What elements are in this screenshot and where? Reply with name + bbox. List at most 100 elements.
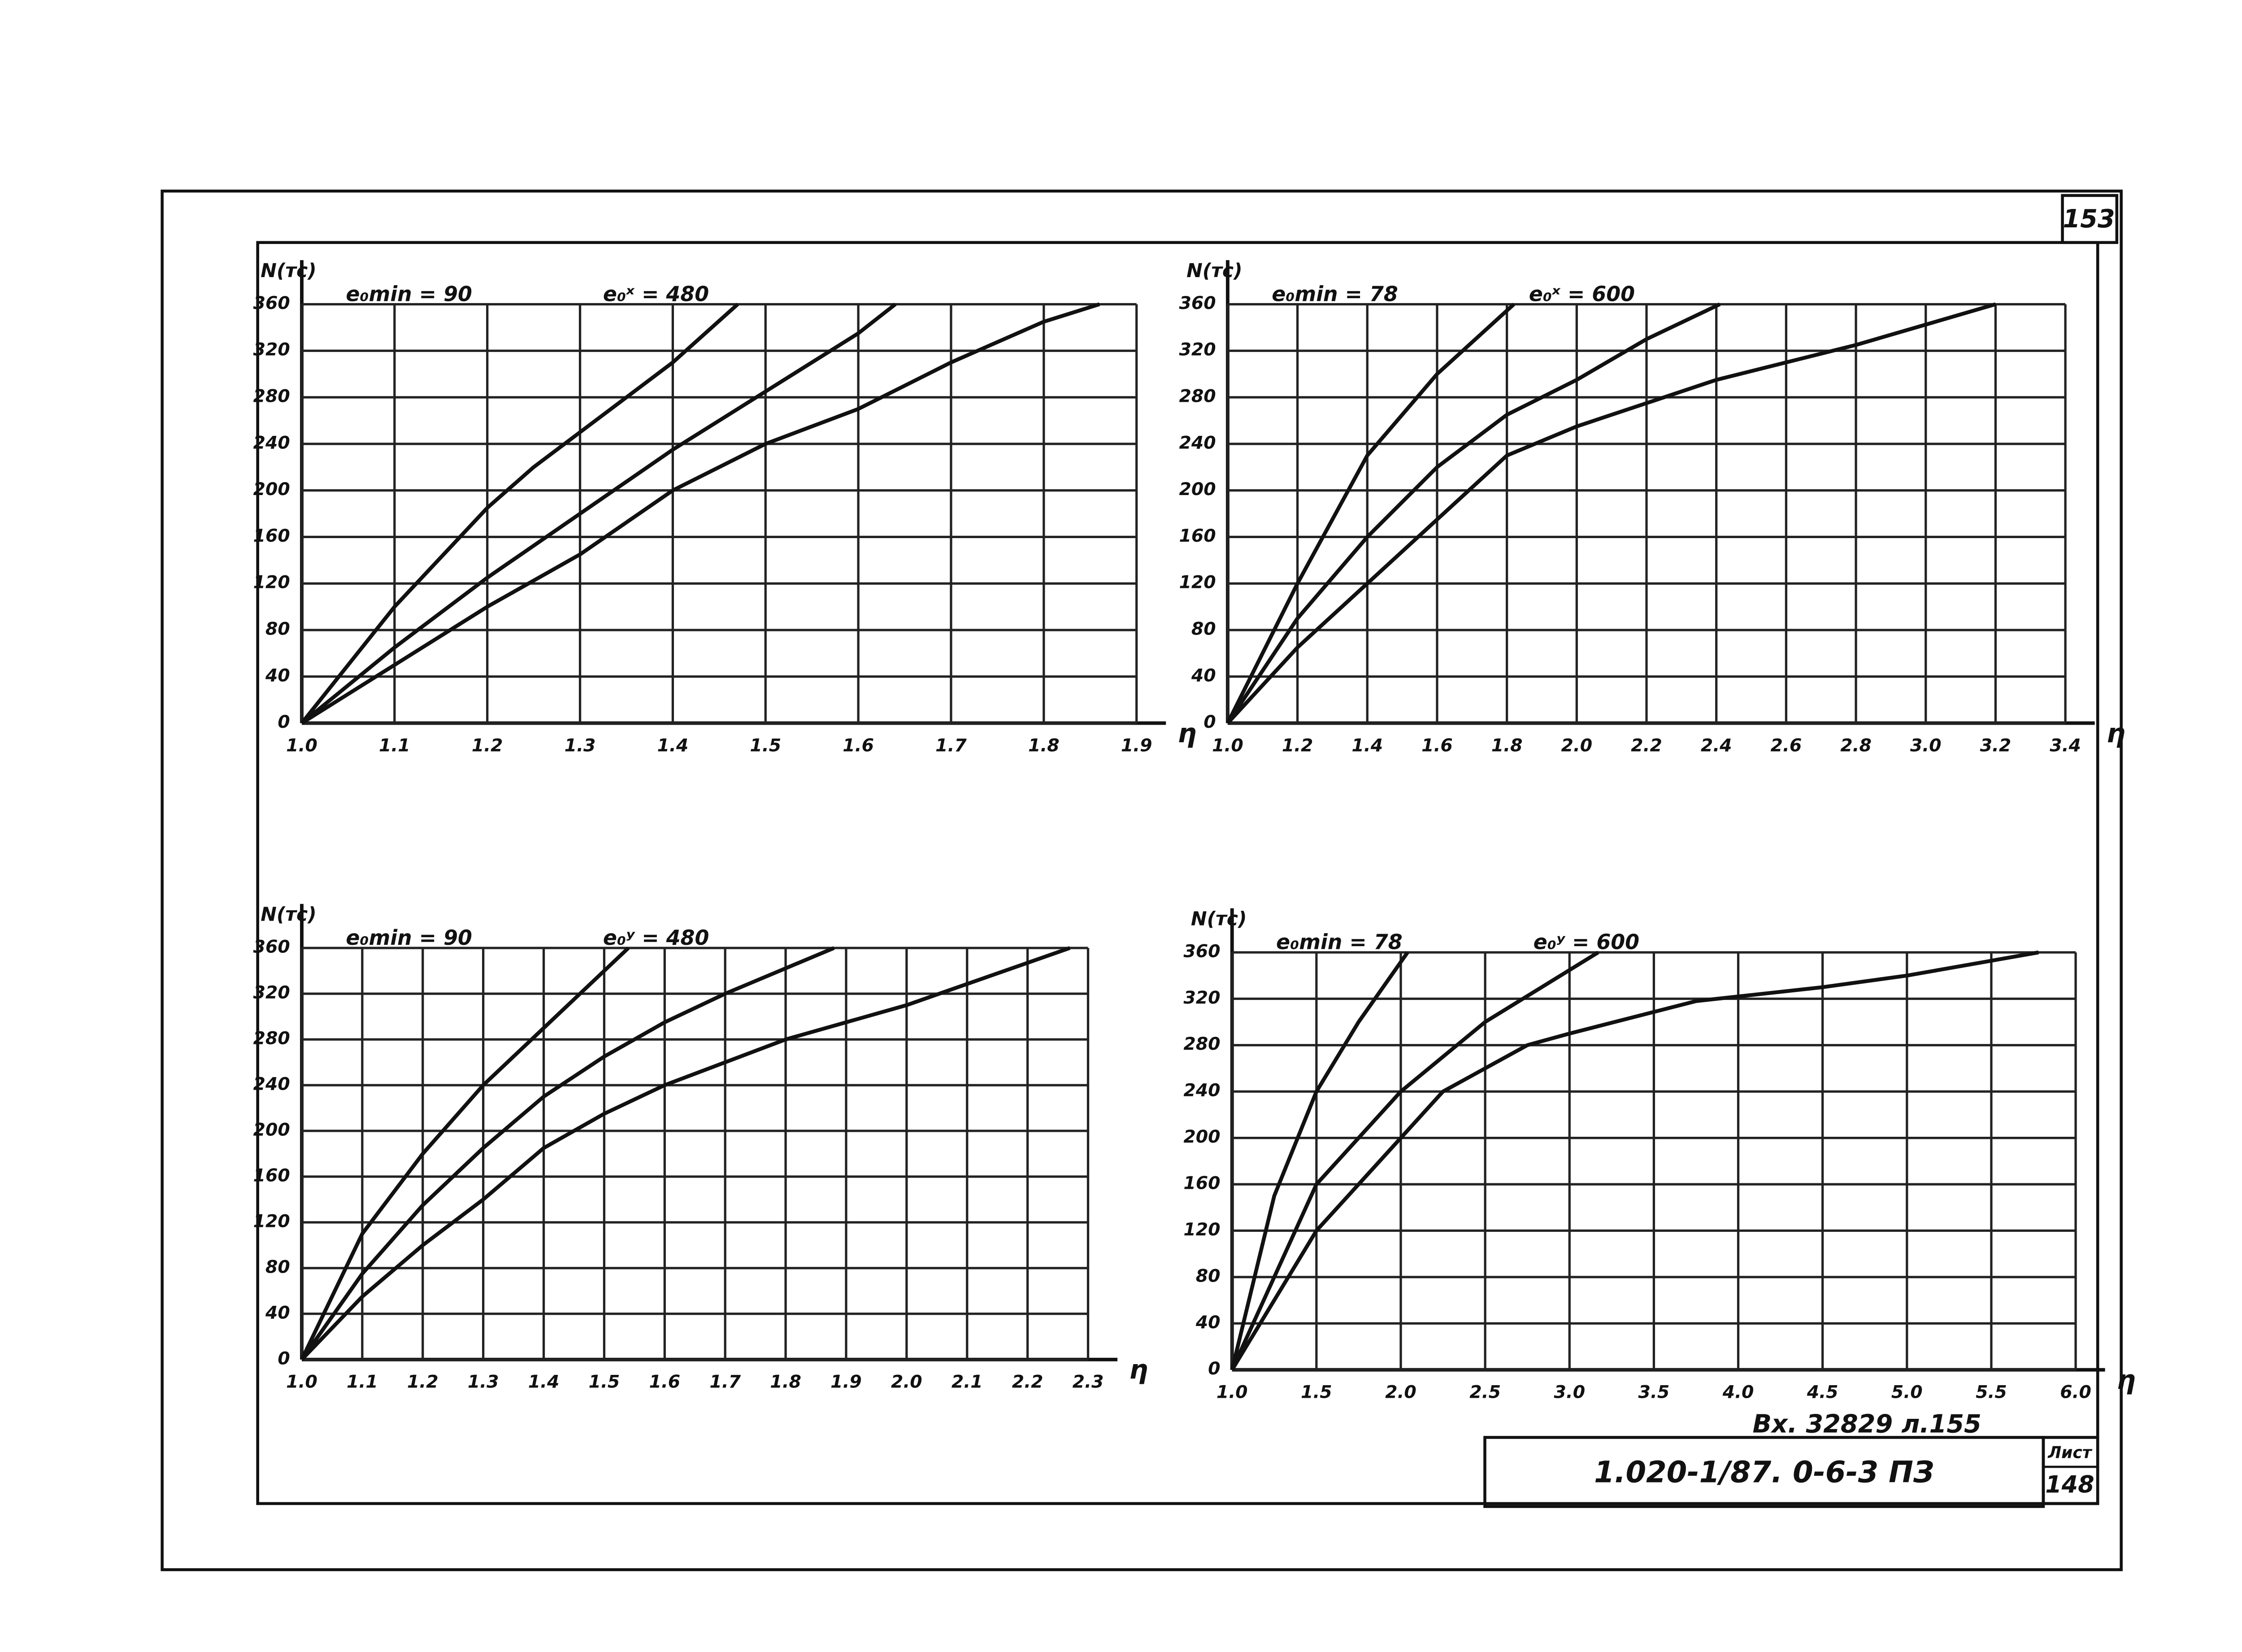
curve xyxy=(300,946,1071,1361)
x-tick-label: 4.0 xyxy=(1722,1382,1754,1403)
x-tick-label: 1.9 xyxy=(1121,735,1152,756)
x-tick-label: 1.0 xyxy=(1212,735,1243,756)
page-number: 153 xyxy=(2063,204,2115,234)
x-tick-label: 3.2 xyxy=(1980,735,2012,756)
page-number-box xyxy=(2061,194,2119,244)
x-tick-label: 1.9 xyxy=(830,1372,862,1392)
x-tick-label: 3.0 xyxy=(1910,735,1942,756)
y-axis-label: N(тс) xyxy=(261,260,317,282)
x-tick-label: 4.5 xyxy=(1807,1382,1838,1403)
y-tick-label: 120 xyxy=(253,572,290,593)
x-tick-label: 1.3 xyxy=(468,1372,499,1392)
sheet-label: Лист xyxy=(2047,1443,2093,1462)
y-tick-label: 200 xyxy=(1183,1126,1220,1147)
y-tick-label: 240 xyxy=(253,432,290,453)
y-tick-label: 0 xyxy=(1204,712,1216,732)
y-tick-label: 240 xyxy=(1183,1080,1220,1101)
y-tick-label: 120 xyxy=(1179,572,1216,593)
curve xyxy=(300,303,739,725)
x-tick-label: 1.7 xyxy=(709,1372,741,1392)
x-axis-label: η xyxy=(2107,717,2125,748)
x-axis-label: η xyxy=(2117,1364,2136,1395)
x-tick-label: 1.0 xyxy=(1217,1382,1248,1403)
curve xyxy=(1226,302,1996,725)
x-tick-label: 1.5 xyxy=(1301,1382,1332,1403)
y-tick-label: 320 xyxy=(1183,987,1220,1008)
x-tick-label: 2.0 xyxy=(1561,735,1592,756)
y-tick-label: 200 xyxy=(1179,479,1216,500)
x-tick-label: 1.3 xyxy=(565,735,596,756)
curve xyxy=(300,946,835,1361)
y-axis-label: N(тс) xyxy=(261,903,317,926)
x-tick-label: 1.2 xyxy=(1282,735,1313,756)
x-tick-label: 1.8 xyxy=(1028,735,1060,756)
y-tick-label: 120 xyxy=(1183,1219,1220,1240)
y-tick-label: 80 xyxy=(1191,618,1216,639)
x-tick-label: 3.0 xyxy=(1554,1382,1585,1403)
x-tick-label: 5.5 xyxy=(1976,1382,2007,1403)
y-tick-label: 40 xyxy=(265,1302,290,1323)
x-tick-label: 1.4 xyxy=(1351,735,1383,756)
x-tick-label: 2.0 xyxy=(1385,1382,1416,1403)
annotation: e₀min = 90 xyxy=(346,926,472,950)
x-tick-label: 1.8 xyxy=(1491,735,1523,756)
x-tick-label: 2.2 xyxy=(1012,1372,1043,1392)
x-tick-label: 1.7 xyxy=(935,735,967,756)
x-tick-label: 2.2 xyxy=(1631,735,1662,756)
x-tick-label: 1.2 xyxy=(407,1372,439,1392)
curve xyxy=(300,946,630,1361)
x-tick-label: 2.3 xyxy=(1073,1372,1104,1392)
y-tick-label: 320 xyxy=(253,339,290,360)
curve xyxy=(300,302,1100,725)
x-tick-label: 6.0 xyxy=(2060,1382,2091,1403)
y-tick-label: 360 xyxy=(1179,293,1216,313)
annotation: e₀min = 78 xyxy=(1276,930,1403,954)
annotation: e₀ˣ = 600 xyxy=(1529,282,1635,306)
y-tick-label: 240 xyxy=(1179,432,1216,453)
y-tick-label: 120 xyxy=(253,1211,290,1231)
annotation: e₀ʸ = 480 xyxy=(603,926,709,950)
x-tick-label: 1.6 xyxy=(1421,735,1453,756)
sheet-number: 148 xyxy=(2045,1471,2094,1498)
y-tick-label: 0 xyxy=(1208,1358,1220,1379)
x-tick-label: 5.0 xyxy=(1891,1382,1923,1403)
designation: 1.020-1/87. 0-6-3 ПЗ xyxy=(1594,1455,1934,1489)
y-tick-label: 280 xyxy=(253,1028,290,1048)
y-tick-label: 40 xyxy=(265,665,290,686)
y-tick-label: 40 xyxy=(1195,1312,1221,1333)
y-tick-label: 160 xyxy=(1183,1173,1220,1194)
curve xyxy=(1226,303,1516,724)
annotation: e₀min = 78 xyxy=(1272,282,1398,306)
x-tick-label: 2.8 xyxy=(1840,735,1872,756)
y-tick-label: 240 xyxy=(253,1074,290,1094)
y-tick-label: 320 xyxy=(253,983,290,1003)
x-tick-label: 1.0 xyxy=(286,1372,317,1392)
x-tick-label: 2.5 xyxy=(1469,1382,1501,1403)
y-tick-label: 160 xyxy=(253,1165,290,1186)
y-tick-label: 160 xyxy=(253,526,290,546)
y-axis-label: N(тс) xyxy=(1186,260,1243,282)
annotation: e₀ˣ = 480 xyxy=(603,282,709,306)
y-tick-label: 320 xyxy=(1179,339,1216,360)
x-tick-label: 1.4 xyxy=(528,1372,560,1392)
y-axis-label: N(тс) xyxy=(1191,908,1247,930)
outer-frame xyxy=(161,189,2123,1571)
x-tick-label: 1.0 xyxy=(286,735,317,756)
inner-frame xyxy=(256,241,2099,1505)
x-tick-label: 2.4 xyxy=(1701,735,1732,756)
x-tick-label: 1.6 xyxy=(649,1372,680,1392)
y-tick-label: 280 xyxy=(1183,1034,1220,1054)
y-tick-label: 360 xyxy=(253,293,290,313)
curve xyxy=(1226,302,1721,724)
curve xyxy=(1230,951,1409,1370)
x-tick-label: 1.6 xyxy=(843,735,874,756)
curve xyxy=(300,303,897,725)
x-tick-label: 1.1 xyxy=(379,735,410,756)
stamp: Вх. 32829 л.155 xyxy=(1752,1409,1981,1439)
x-tick-label: 2.0 xyxy=(891,1372,922,1392)
y-tick-label: 200 xyxy=(253,1119,290,1140)
x-tick-label: 3.4 xyxy=(2050,735,2081,756)
y-tick-label: 160 xyxy=(1179,526,1216,546)
